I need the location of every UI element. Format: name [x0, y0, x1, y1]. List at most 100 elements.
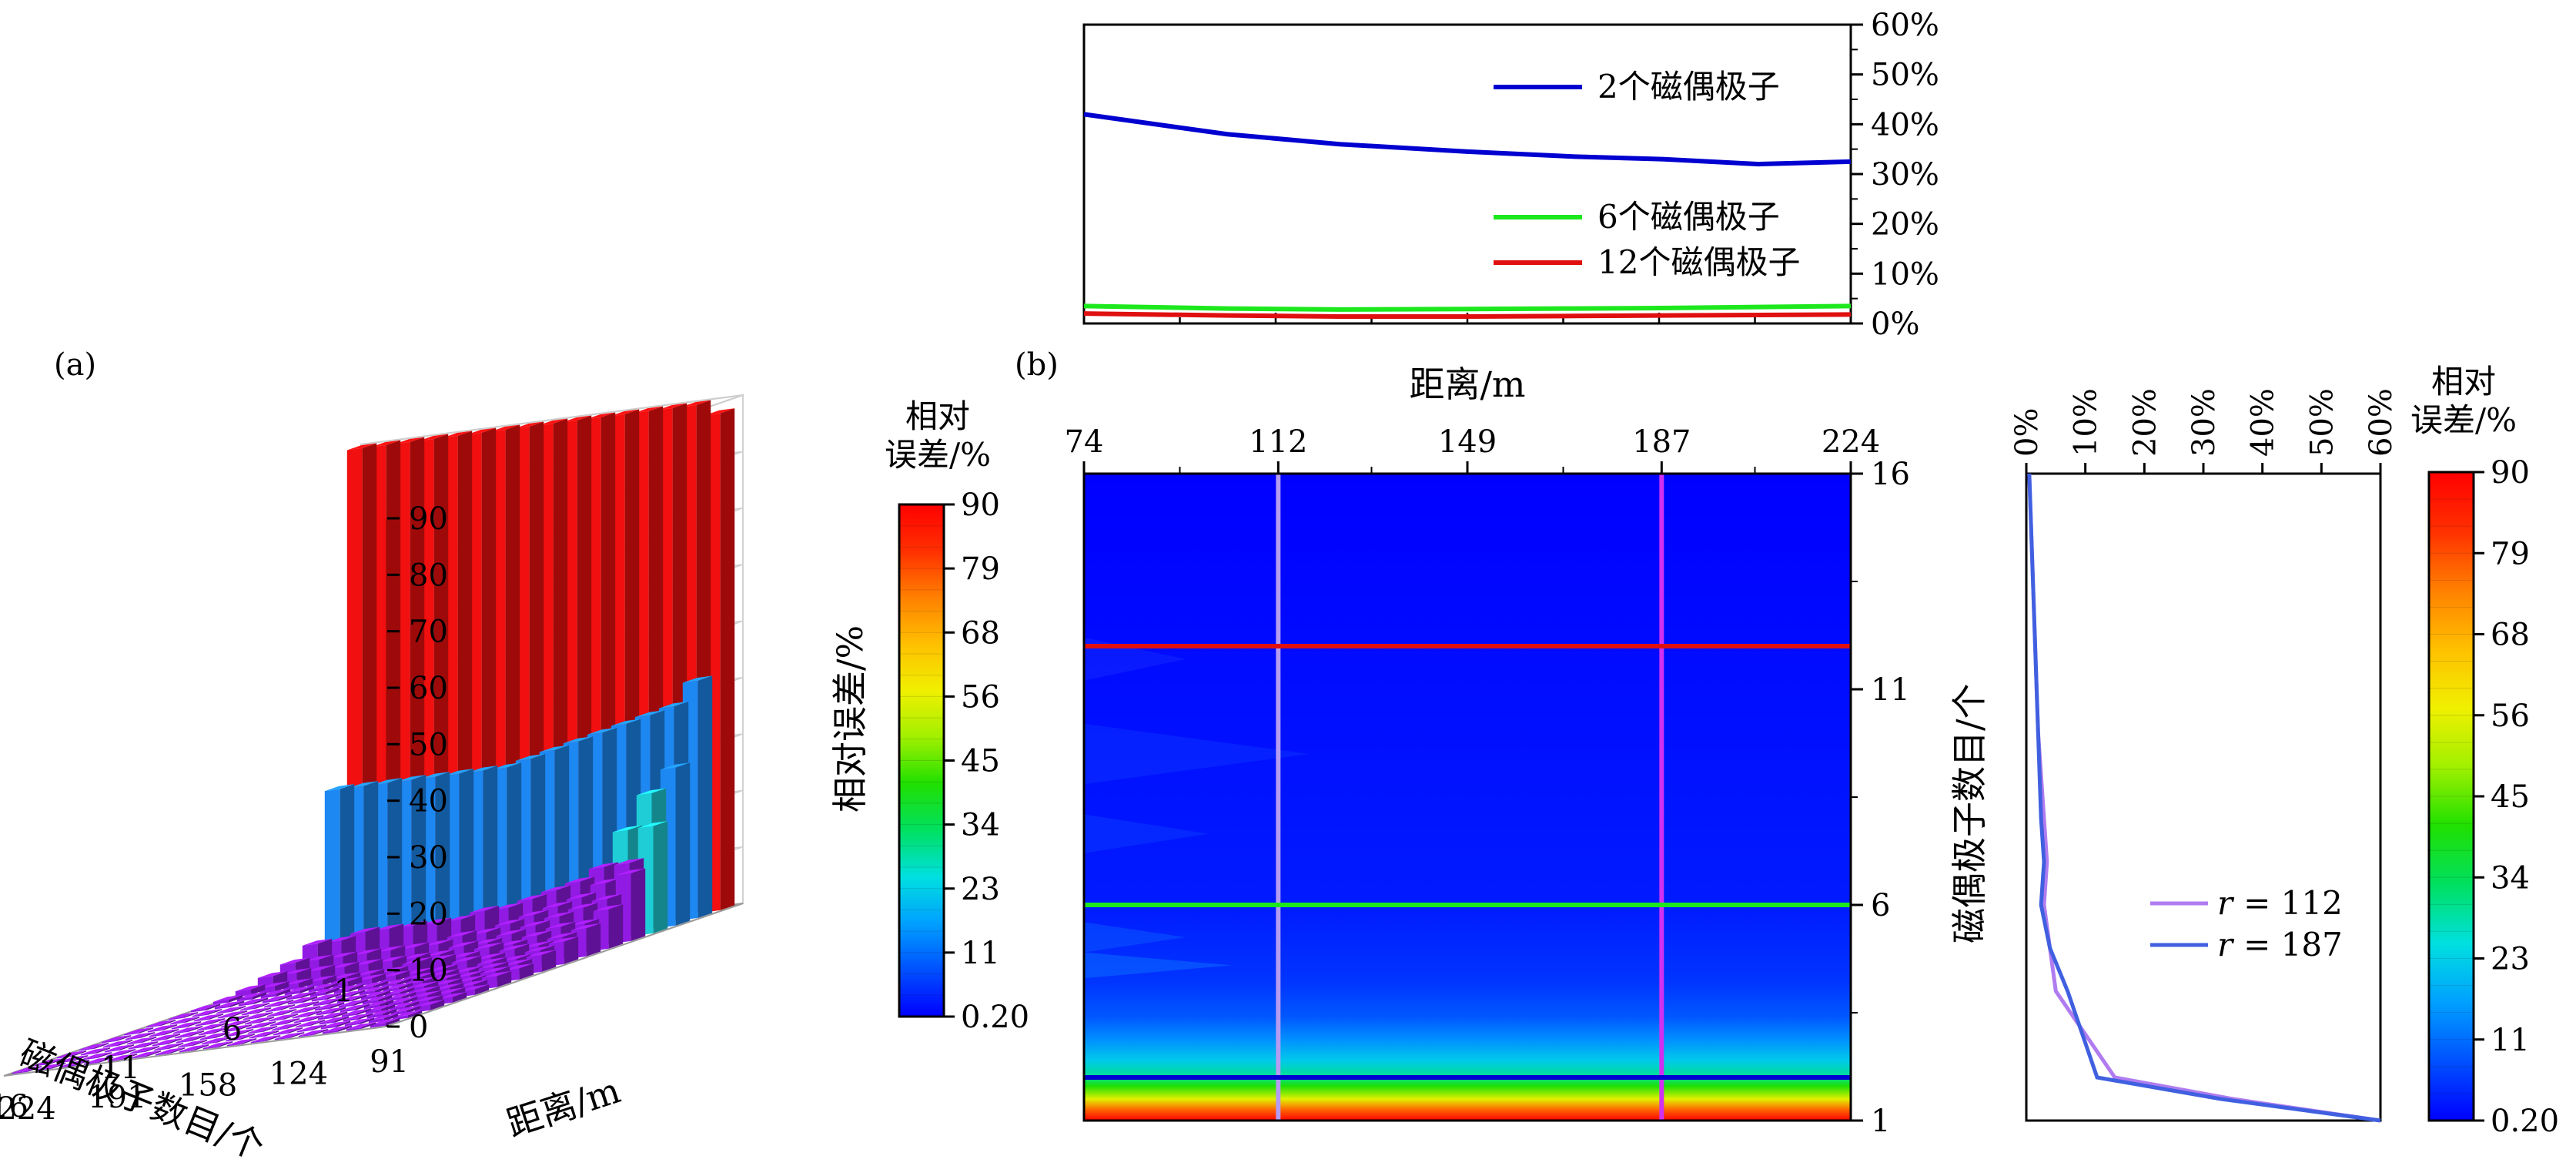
bar: [368, 1013, 399, 1024]
bar-front: [362, 1000, 378, 1005]
bar-top: [176, 1035, 206, 1043]
bar-side: [142, 1037, 157, 1043]
bar-top: [544, 911, 574, 919]
colorbar-tick-label: 56: [2491, 699, 2530, 734]
bar-front: [365, 1009, 381, 1014]
x-tick-label: 0%: [2009, 408, 2045, 457]
bar-top: [658, 701, 689, 709]
heatmap-y-axis-label: 磁偶极子数目/个: [1949, 684, 1990, 944]
bar: [293, 1015, 324, 1024]
bar: [366, 1008, 397, 1019]
bar-front: [58, 1060, 74, 1064]
bar-top: [406, 977, 437, 984]
bar-side: [380, 1003, 396, 1012]
bar-side: [282, 1009, 297, 1015]
bar-top: [545, 921, 576, 929]
bar-top: [265, 1004, 296, 1012]
bar-side: [194, 1044, 209, 1050]
bar-side: [383, 1013, 399, 1021]
bar-top: [363, 999, 394, 1007]
bar-front: [313, 1002, 329, 1007]
bar-side: [298, 978, 313, 989]
bar: [308, 982, 339, 993]
bar-top: [500, 953, 531, 961]
bar-side: [279, 1000, 294, 1006]
bar-side: [143, 1041, 159, 1047]
bar-front: [238, 1002, 254, 1007]
bar: [79, 1043, 109, 1051]
bar-front: [316, 1011, 332, 1016]
bar-front: [243, 1017, 259, 1020]
colorbar-tick-label: 56: [961, 679, 1000, 715]
bar-front: [338, 1003, 354, 1008]
bar-side: [99, 1057, 114, 1063]
bar-top: [591, 893, 622, 901]
bar-front: [314, 1007, 330, 1011]
bar-top: [526, 950, 557, 957]
bar-front: [101, 1040, 117, 1044]
bar-side: [264, 1030, 279, 1037]
bar-front: [249, 1035, 265, 1039]
bar-top: [637, 821, 668, 829]
bar-top: [609, 409, 640, 417]
bar-top: [223, 1029, 254, 1037]
bar: [196, 1023, 227, 1031]
bar: [238, 997, 269, 1007]
bar-side: [51, 1063, 66, 1069]
bar-front: [346, 1027, 362, 1031]
bar: [250, 1035, 281, 1044]
bar-top: [612, 825, 643, 833]
bar-top: [190, 1003, 221, 1011]
bar-top: [372, 778, 403, 786]
bar-top: [344, 1017, 375, 1025]
colorbar-gradient: [2429, 472, 2474, 1121]
bar-side: [352, 994, 367, 1001]
x-tick-label: 30%: [2186, 388, 2222, 457]
bar: [266, 1009, 297, 1017]
bar-side: [406, 1005, 421, 1014]
bar-front: [198, 1032, 214, 1036]
bar-front: [149, 1034, 165, 1037]
bar-top: [402, 957, 433, 964]
bar-front: [343, 1017, 359, 1022]
bar-top: [152, 1038, 182, 1046]
bar-top: [80, 1047, 111, 1055]
bar-top: [314, 1002, 345, 1010]
bar-top: [302, 938, 333, 946]
bar-top: [384, 987, 415, 994]
bar-front: [235, 989, 251, 997]
bar-front: [82, 1057, 98, 1060]
bar-front: [274, 1037, 290, 1040]
bar-top: [657, 403, 687, 410]
bar-top: [329, 961, 360, 969]
bar: [223, 1029, 254, 1037]
bar-top: [448, 940, 479, 948]
bar-top: [397, 920, 428, 928]
bar-side: [215, 1032, 230, 1038]
bar-side: [564, 936, 579, 964]
bar-side: [213, 1027, 229, 1034]
bar: [226, 1038, 257, 1047]
bar: [212, 994, 243, 1005]
bar-top: [587, 727, 617, 735]
bar-front: [309, 992, 326, 997]
bar-top: [350, 926, 380, 934]
z-tick-label: 10: [409, 953, 448, 989]
bar-side: [274, 981, 289, 992]
bar: [236, 991, 267, 1002]
bar-side: [325, 987, 340, 995]
bar-side: [192, 1040, 208, 1046]
x-tick-label: 40%: [2246, 388, 2281, 457]
bar: [340, 1003, 370, 1013]
bar-side: [653, 821, 668, 933]
bar-front: [35, 1067, 52, 1071]
bar-top: [343, 1013, 373, 1020]
bar: [202, 1041, 233, 1050]
bar-top: [199, 1032, 230, 1040]
chart-b-right-ticks: 0% 10% 20% 30% 40% 50% 60%: [2009, 388, 2399, 474]
bar-top: [348, 781, 379, 789]
bar-side: [162, 1024, 178, 1030]
chart-a-z-ticks: 0 10 20 30 40 50 60 70 80 90: [387, 501, 448, 1045]
bar: [295, 1020, 326, 1028]
bar-top: [59, 1060, 90, 1067]
